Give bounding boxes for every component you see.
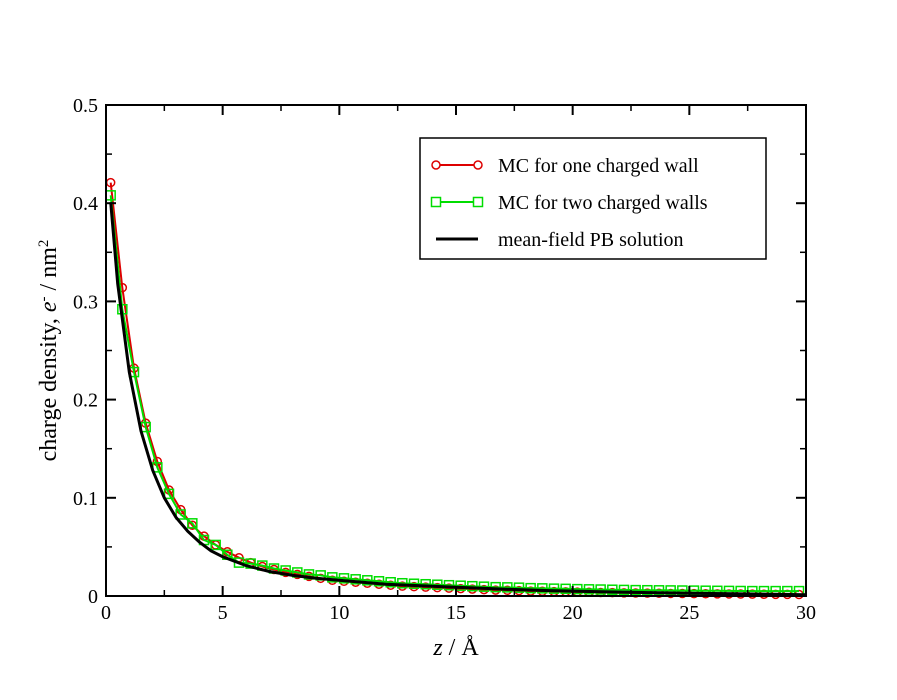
plot-frame — [105, 104, 807, 597]
data-point — [175, 509, 186, 520]
legend-marker — [430, 196, 442, 208]
y-axis-sup-two: 2 — [36, 240, 52, 248]
x-tick-label: 5 — [218, 602, 228, 624]
data-point — [642, 584, 653, 596]
y-tick-label: 0.1 — [73, 488, 98, 510]
y-axis-sup-minus: - — [36, 296, 52, 301]
y-axis-title: charge density, e- / nm2 — [36, 240, 62, 462]
data-point — [665, 585, 676, 596]
data-point — [385, 577, 396, 588]
data-point — [338, 573, 350, 584]
data-point — [350, 574, 361, 585]
series-line — [109, 195, 799, 593]
data-point — [373, 576, 385, 587]
series-line — [109, 202, 807, 597]
data-point — [618, 584, 630, 596]
legend-marker — [472, 196, 484, 208]
data-point — [327, 572, 338, 583]
data-point — [653, 585, 665, 596]
data-point — [537, 583, 548, 594]
data-point — [163, 488, 175, 500]
x-axis-symbol: z — [432, 635, 443, 661]
data-point — [455, 580, 466, 591]
x-tick-label: 30 — [796, 602, 816, 624]
legend-label: mean-field PB solution — [498, 229, 684, 251]
y-axis-unit: / nm — [36, 247, 62, 297]
data-point — [362, 575, 373, 586]
legend-marker — [473, 160, 483, 170]
data-point — [187, 518, 198, 529]
data-point — [525, 582, 536, 594]
legend-marker — [431, 160, 441, 170]
x-tick-label: 25 — [679, 602, 699, 624]
y-tick-label: 0 — [88, 586, 98, 608]
series-3 — [109, 202, 807, 597]
y-tick-label: 0.2 — [73, 390, 98, 412]
y-tick-label: 0.3 — [73, 291, 98, 313]
x-tick-label: 20 — [563, 602, 583, 624]
data-point — [595, 584, 606, 595]
x-tick-label: 15 — [446, 602, 466, 624]
x-axis-title: z / Å — [432, 635, 479, 661]
data-point — [513, 582, 525, 593]
y-axis-symbol: e — [36, 301, 62, 312]
legend: MC for one charged wall MC for two charge… — [419, 137, 767, 260]
y-tick-label: 0.4 — [73, 193, 98, 215]
y-axis-prefix: charge density, — [36, 312, 62, 461]
data-point — [210, 539, 221, 551]
x-tick-label: 0 — [101, 602, 111, 624]
data-point — [548, 583, 560, 594]
data-point — [583, 584, 595, 595]
data-point — [560, 583, 571, 595]
y-tick-label: 0.5 — [73, 95, 98, 117]
ticks-layer: 0 5 10 15 20 25 30 0 0.1 0.2 0.3 0.4 0.5 — [73, 95, 816, 624]
data-point — [607, 584, 618, 595]
data-point — [502, 582, 513, 593]
x-axis-unit: / Å — [443, 635, 480, 661]
x-tick-label: 10 — [329, 602, 349, 624]
data-point — [443, 579, 455, 591]
legend-label: MC for one charged wall — [498, 155, 699, 177]
legend-label: MC for two charged walls — [498, 192, 708, 214]
